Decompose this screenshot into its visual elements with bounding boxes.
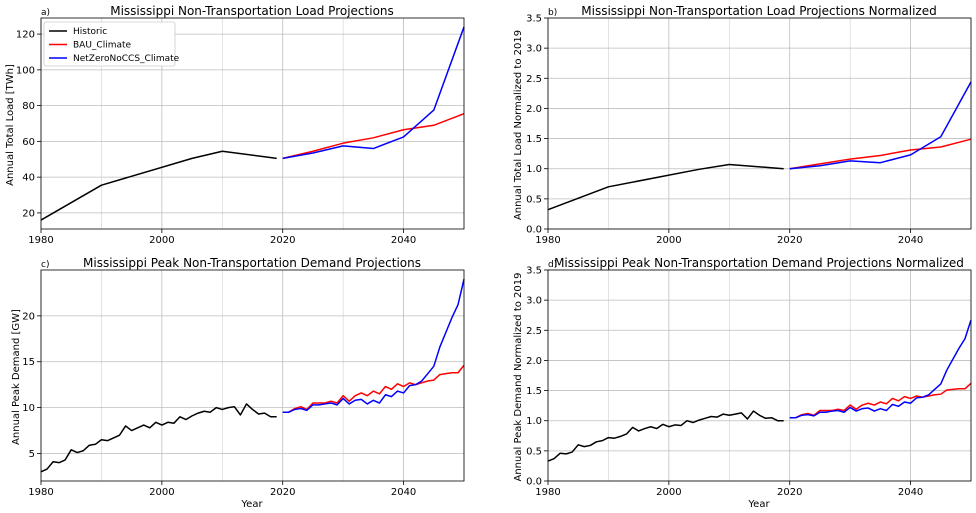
- y-tick-label: 2.5: [526, 74, 542, 85]
- legend-label-bau: BAU_Climate: [73, 41, 132, 51]
- panel-d: 1980 2000 2020 2040 0.0 0.5 1.0 1.5 2.0 2.5 3.0 3.5…: [513, 256, 972, 510]
- y-tick-label: 1.5: [526, 386, 542, 397]
- y-tick-label: 3.0: [526, 296, 542, 307]
- y-tick-label: 0.5: [526, 446, 542, 457]
- y-tick-label: 15: [22, 357, 35, 368]
- axes-frame: [40, 269, 465, 482]
- y-tick-label: 3.0: [526, 44, 542, 55]
- plot-area-c: 1980 2000 2020 2040 5 10 15 20: [22, 269, 465, 498]
- panel-d-xlabel: Year: [747, 499, 770, 510]
- y-tick-label: 0.0: [526, 225, 542, 236]
- y-tick-label: 2.0: [526, 104, 542, 115]
- x-tick-label: 2040: [391, 235, 416, 246]
- y-tick-label: 5: [29, 449, 35, 460]
- y-tick-label: 40: [22, 173, 35, 184]
- series-line-historic: [40, 150, 277, 221]
- panel-b-letter: b): [548, 8, 557, 18]
- panel-c: 1980 2000 2020 2040 5 10 15 20 c) Mississippi P…: [11, 256, 465, 510]
- x-tick-label: 1980: [535, 235, 560, 246]
- legend: Historic BAU_Climate NetZeroNoCCS_Climat…: [43, 21, 180, 67]
- panel-c-ylabel: Annual Peak Demand [GW]: [11, 309, 22, 445]
- y-tick-label: 1.0: [526, 164, 542, 175]
- series-line-bau-climate: [282, 364, 465, 413]
- x-tick-label: 2020: [270, 487, 295, 498]
- y-tick-label: 3.5: [526, 266, 542, 277]
- y-tick-label: 3.5: [526, 14, 542, 25]
- axes-frame: [40, 17, 465, 230]
- series-line-bau-climate: [282, 112, 465, 160]
- panel-a-title: Mississippi Non-Transportation Load Proj…: [110, 4, 394, 18]
- x-tick-label: 2020: [777, 487, 802, 498]
- legend-label-nz: NetZeroNoCCS_Climate: [73, 54, 180, 64]
- series-line-bau-climate: [789, 138, 972, 170]
- panel-d-ylabel: Annual Peak Demand Normalized to 2019: [513, 272, 524, 481]
- y-tick-label: 1.0: [526, 416, 542, 427]
- series-line-bau-climate: [789, 382, 972, 419]
- series-line-netzeronoccs-climate: [789, 319, 972, 419]
- x-tick-label: 2000: [149, 235, 174, 246]
- panel-d-letter: d): [548, 260, 557, 270]
- y-tick-label: 2.0: [526, 356, 542, 367]
- panel-a-ylabel: Annual Total Load [TWh]: [5, 64, 16, 186]
- x-tick-label: 2000: [149, 487, 174, 498]
- x-tick-label: 1980: [535, 487, 560, 498]
- x-tick-label: 1980: [28, 235, 53, 246]
- series-line-historic: [547, 163, 784, 211]
- panel-b-ylabel: Annual Total Load Normalized to 2019: [513, 30, 524, 220]
- x-tick-label: 2020: [777, 235, 802, 246]
- panel-d-title: Mississippi Peak Non-Transportation Dema…: [554, 256, 964, 270]
- y-tick-label: 10: [22, 403, 35, 414]
- series-line-historic: [40, 403, 277, 473]
- y-tick-label: 120: [16, 30, 35, 41]
- x-tick-label: 2020: [270, 235, 295, 246]
- series-line-netzeronoccs-climate: [282, 278, 465, 413]
- legend-label-historic: Historic: [73, 27, 107, 37]
- y-tick-label: 2.5: [526, 326, 542, 337]
- x-tick-label: 2040: [898, 487, 923, 498]
- series-line-historic: [547, 410, 784, 462]
- x-tick-label: 1980: [28, 487, 53, 498]
- y-tick-label: 20: [22, 311, 35, 322]
- panel-c-title: Mississippi Peak Non-Transportation Dema…: [83, 256, 421, 270]
- y-tick-label: 1.5: [526, 134, 542, 145]
- y-tick-label: 100: [16, 65, 35, 76]
- y-tick-label: 80: [22, 101, 35, 112]
- y-tick-label: 0.5: [526, 194, 542, 205]
- x-tick-label: 2040: [898, 235, 923, 246]
- legend-box: [43, 21, 176, 67]
- series-line-netzeronoccs-climate: [282, 26, 465, 160]
- axes-frame: [547, 17, 972, 230]
- y-tick-label: 0.0: [526, 477, 542, 488]
- x-tick-label: 2000: [656, 235, 681, 246]
- panel-b: 1980 2000 2020 2040 0.0 0.5 1.0 1.5 2.0 2.5 3.0 3.5…: [513, 4, 972, 246]
- x-tick-label: 2040: [391, 487, 416, 498]
- plot-area-d: 1980 2000 2020 2040 0.0 0.5 1.0 1.5 2.0 2.5 3.0 3.5: [526, 266, 972, 498]
- y-tick-label: 20: [22, 208, 35, 219]
- panel-c-letter: c): [41, 260, 49, 270]
- panel-c-xlabel: Year: [240, 499, 263, 510]
- y-tick-label: 60: [22, 137, 35, 148]
- panel-a-letter: a): [41, 8, 50, 18]
- panel-b-title: Mississippi Non-Transportation Load Proj…: [581, 4, 936, 18]
- x-tick-label: 2000: [656, 487, 681, 498]
- plot-area-b: 1980 2000 2020 2040 0.0 0.5 1.0 1.5 2.0 2.5 3.0 3.5: [526, 14, 972, 246]
- series-line-netzeronoccs-climate: [789, 81, 972, 170]
- axes-frame: [547, 269, 972, 482]
